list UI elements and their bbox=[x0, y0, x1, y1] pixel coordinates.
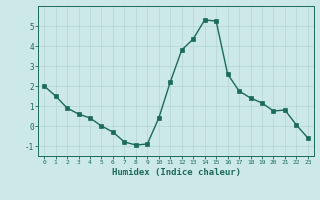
X-axis label: Humidex (Indice chaleur): Humidex (Indice chaleur) bbox=[111, 168, 241, 177]
